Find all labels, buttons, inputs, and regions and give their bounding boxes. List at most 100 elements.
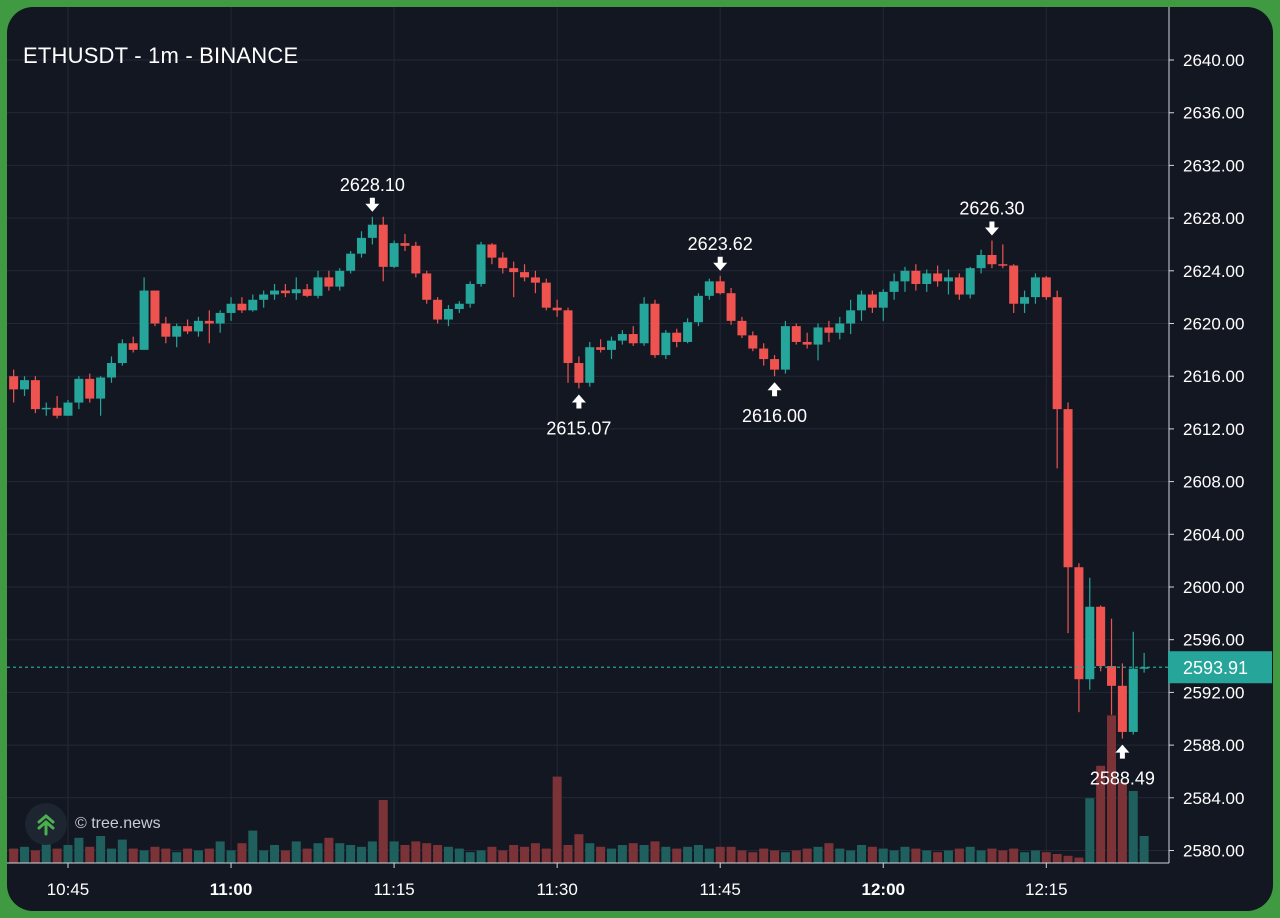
candle-body (954, 277, 964, 295)
candle-body (900, 270, 910, 282)
price-tick-label: 2636.00 (1183, 104, 1244, 123)
candle-body (1139, 667, 1149, 669)
candles (9, 216, 1149, 739)
volume-bar (117, 839, 127, 863)
volume-bar (30, 850, 40, 863)
candle-body (1085, 606, 1095, 680)
watermark: © tree.news (25, 803, 161, 845)
chart-frame: 2628.10 2615.07 2623.62 2616.00 2626.30 2588.… (7, 7, 1273, 911)
volume-bar (433, 845, 443, 863)
candle-body (291, 289, 301, 294)
candle-body (530, 277, 540, 283)
volume-bar (780, 852, 790, 863)
current-price-tag (1168, 651, 1272, 684)
volume-bar (476, 850, 486, 863)
arrow-down-icon (713, 256, 728, 271)
volume-bar (628, 843, 638, 863)
volume-bar (389, 841, 399, 863)
candle-body (41, 407, 51, 410)
volume-bar (74, 837, 84, 863)
volume-bar (204, 848, 214, 863)
candle-body (356, 237, 366, 254)
volume-bar (128, 848, 138, 863)
volume-bar (726, 846, 736, 863)
price-chart[interactable]: 2628.10 2615.07 2623.62 2616.00 2626.30 2588.… (7, 7, 1273, 911)
volume-bar (520, 846, 530, 863)
candle-body (215, 312, 225, 324)
volume-bar (563, 845, 573, 863)
price-tick-label: 2584.00 (1183, 789, 1244, 808)
candle-body (672, 332, 682, 342)
candle-body (248, 299, 258, 311)
price-tick-label: 2588.00 (1183, 736, 1244, 755)
volume-bar (911, 848, 921, 863)
axes: 2640.00 2636.00 2632.00 2628.00 2624.00 2620.… (7, 7, 1272, 899)
volume-bar (20, 846, 30, 863)
volume-bar (9, 848, 19, 863)
candle-body (867, 294, 877, 308)
chart-title: ETHUSDT - 1m - BINANCE (23, 43, 299, 68)
volume-bar (607, 848, 616, 863)
volume-bar (813, 846, 823, 863)
price-tick-label: 2620.00 (1183, 315, 1244, 334)
candle-body (1052, 297, 1062, 410)
volume-bar (596, 846, 606, 863)
candle-body (498, 257, 508, 269)
candle-body (1107, 666, 1117, 686)
candle-body (324, 277, 334, 287)
candle-body (780, 326, 790, 370)
candle-body (509, 268, 519, 273)
price-tick-label: 2640.00 (1183, 51, 1244, 70)
candle-body (302, 289, 312, 296)
candle-body (367, 224, 377, 238)
candle-body (596, 347, 606, 350)
volume-bar (1063, 855, 1073, 863)
volume-bar (52, 848, 62, 863)
price-tick-label: 2592.00 (1183, 683, 1244, 702)
volume-bar (378, 800, 388, 863)
candle-body (715, 281, 725, 294)
candle-body (487, 244, 497, 258)
candle-body (639, 303, 649, 344)
price-tick-label: 2632.00 (1183, 156, 1244, 175)
candle-body (802, 341, 812, 345)
annotation-high-label: 2623.62 (688, 234, 753, 254)
time-tick-label: 12:15 (1025, 880, 1068, 899)
volume-bar (617, 845, 627, 863)
candle-body (63, 402, 73, 416)
volume-bar (672, 848, 682, 863)
candle-body (1041, 277, 1051, 298)
volume-bar (1041, 852, 1051, 863)
volume-bar (161, 848, 171, 863)
volume-bar (693, 845, 703, 863)
candle-body (454, 303, 464, 310)
volume-bar (585, 843, 595, 863)
candle-body (661, 332, 671, 356)
volume-bar (106, 848, 116, 863)
candle-body (770, 359, 780, 370)
candle-body (759, 348, 769, 360)
volume-bar (715, 846, 725, 863)
candle-body (1128, 668, 1138, 732)
price-tick-label: 2624.00 (1183, 262, 1244, 281)
volume-bar (737, 850, 747, 863)
candle-body (889, 281, 899, 292)
volume-bar (791, 850, 801, 863)
time-tick-label: 11:15 (373, 880, 414, 899)
volume-bar (1009, 848, 1019, 863)
candle-body (270, 290, 280, 295)
arrow-down-icon (365, 197, 380, 212)
candle-body (85, 378, 95, 399)
volume-bar (346, 845, 356, 863)
volume-bar (824, 843, 834, 863)
volume-bar (900, 846, 910, 863)
volume-bar (454, 848, 464, 863)
price-tick-label: 2628.00 (1183, 209, 1244, 228)
watermark-text: © tree.news (75, 815, 161, 832)
candle-body (574, 363, 584, 383)
volume-bar (335, 843, 345, 863)
candle-body (857, 294, 867, 311)
volume-bar (509, 845, 519, 863)
volume-bar (878, 848, 888, 863)
candle-body (226, 303, 236, 313)
